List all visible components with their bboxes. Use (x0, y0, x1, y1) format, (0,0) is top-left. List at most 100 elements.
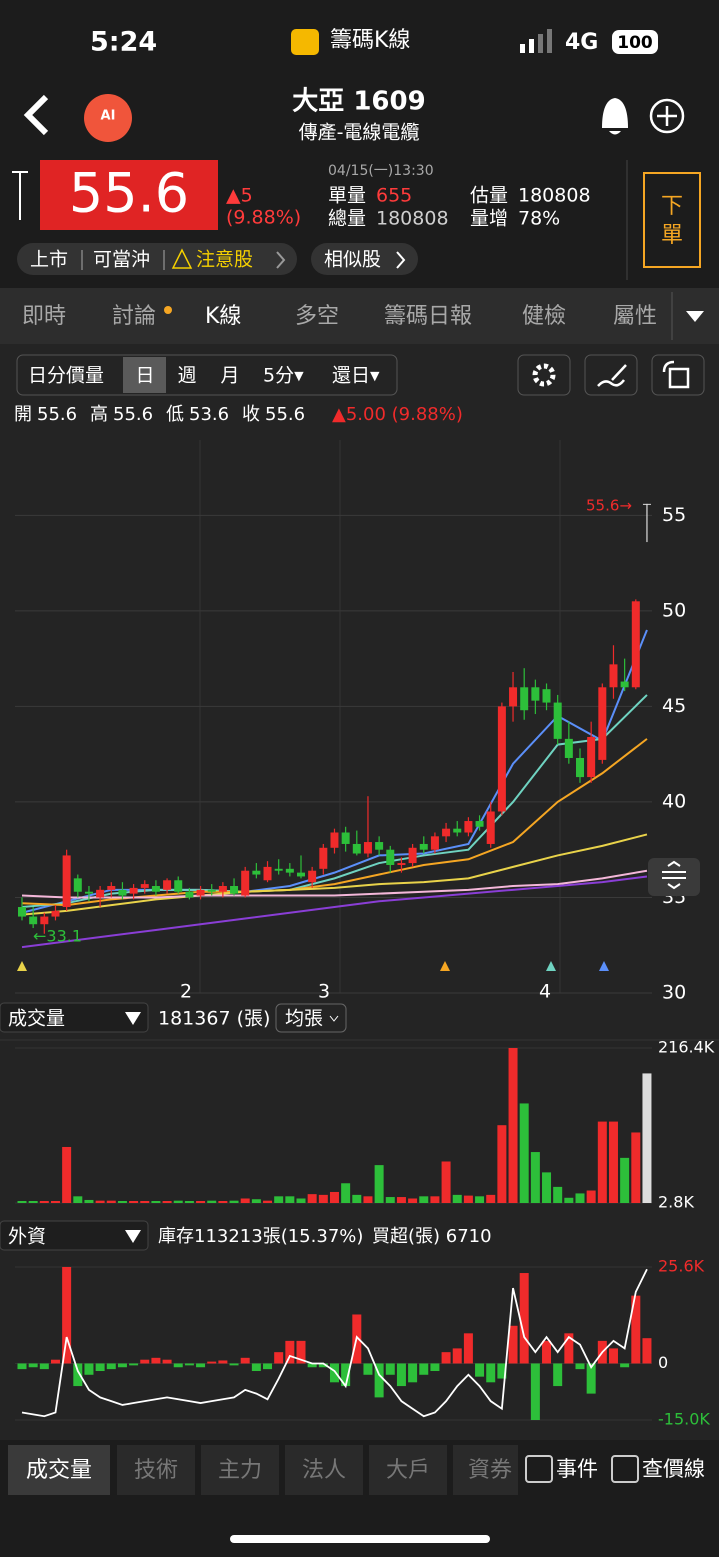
draw-button[interactable] (584, 354, 638, 396)
candle-body (297, 872, 305, 877)
tab[interactable]: 多空 (295, 304, 339, 329)
warning-icon (171, 248, 193, 269)
net-buy-bar (95, 1363, 105, 1372)
inventory-line (21, 1268, 648, 1418)
bottom-tab[interactable] (369, 1445, 447, 1495)
candle-body (330, 832, 339, 848)
stock-sector: 傳產-電線電纜 (299, 122, 420, 144)
net-buy-bar (463, 1333, 473, 1364)
period[interactable]: 5分▾ (263, 365, 304, 387)
settings-button[interactable] (517, 354, 571, 396)
volume-bar (341, 1183, 351, 1203)
bottom-tab[interactable] (285, 1445, 363, 1495)
tag: 上市 (30, 249, 68, 271)
ai-icon[interactable] (84, 94, 132, 142)
tag-pill[interactable] (17, 243, 297, 275)
volume-bar (140, 1201, 150, 1203)
bottom-tab[interactable] (117, 1445, 195, 1495)
net-buy-bar (28, 1363, 38, 1368)
volume-bar (430, 1196, 440, 1203)
candle-body (341, 832, 350, 844)
candle-body (453, 828, 462, 833)
tab-active[interactable]: K線 (205, 304, 241, 329)
back-button[interactable] (23, 94, 49, 136)
net-buy-bar (207, 1361, 217, 1364)
dropdown-arrow (125, 1230, 141, 1243)
order-button-text: 下 (661, 194, 683, 219)
inventory: 庫存113213張(15.37%) (158, 1226, 363, 1247)
bottom-tab[interactable] (201, 1445, 279, 1495)
volume-bar (251, 1199, 261, 1203)
bottom-tab[interactable] (453, 1445, 518, 1495)
indicator-name: 成交量 (8, 1008, 65, 1030)
home-area (0, 1500, 719, 1557)
candle-body (564, 738, 573, 758)
period[interactable]: 週 (177, 365, 196, 387)
tab[interactable]: 屬性 (613, 304, 657, 329)
candle-body (576, 757, 584, 778)
gear-icon (532, 363, 556, 387)
order-button-text: 單 (661, 223, 683, 248)
volume-bar (374, 1165, 384, 1203)
field-value: 78% (518, 208, 560, 230)
indicator-select[interactable] (0, 1002, 149, 1033)
y-tick-label: 50 (662, 599, 686, 621)
bottom-tab-active[interactable] (8, 1445, 110, 1495)
event-marker (440, 961, 450, 971)
net-buy-bar (62, 1267, 72, 1364)
candle-body (151, 886, 160, 892)
period[interactable]: 日 (135, 365, 154, 387)
indicator-select[interactable] (0, 1220, 149, 1251)
moving-average (21, 875, 648, 949)
similar-pill[interactable] (311, 243, 418, 275)
tab-more[interactable] (686, 311, 704, 322)
average-label: 均張 (285, 1008, 323, 1030)
checkbox[interactable] (611, 1455, 639, 1483)
tab[interactable]: 籌碼日報 (384, 304, 472, 329)
candle-body (163, 880, 172, 890)
net-buy-bar (396, 1363, 406, 1387)
order-button[interactable] (643, 172, 701, 268)
candle-body (642, 503, 651, 505)
field-label: 單量 (328, 185, 366, 207)
split-handle-icon (662, 860, 686, 890)
tab[interactable]: 即時 (22, 304, 66, 329)
net-buy-bar (274, 1352, 284, 1364)
date-label: 2 (180, 981, 192, 1003)
net-buy-bar (151, 1357, 161, 1364)
bottom-tab-label: 技術 (134, 1458, 178, 1483)
net-buy-bar (608, 1348, 618, 1364)
chevron (329, 1015, 339, 1022)
bottom-tab-label: 大戶 (386, 1458, 430, 1483)
candle-body (285, 868, 294, 873)
candle-body (185, 891, 194, 898)
tab-bar (0, 288, 719, 344)
volume-bar (586, 1190, 596, 1203)
tag: 可當沖 (93, 249, 150, 271)
net-buy-bar (363, 1363, 373, 1375)
net-buy-bar (419, 1363, 429, 1375)
period[interactable]: 日分價量 (28, 365, 104, 387)
period[interactable]: 月 (220, 365, 239, 387)
volume-bar (553, 1186, 563, 1203)
checkbox[interactable] (525, 1455, 553, 1483)
volume-bar (274, 1196, 284, 1203)
bell-icon[interactable] (602, 98, 628, 135)
period-active (123, 357, 166, 393)
volume-bar (530, 1152, 540, 1203)
net-buy-bar (519, 1273, 529, 1364)
candle-body (118, 889, 127, 896)
period[interactable]: 還日▾ (332, 365, 380, 387)
volume-bar (229, 1200, 239, 1203)
volume-bar (318, 1194, 328, 1203)
moving-average (21, 629, 648, 914)
add-icon[interactable] (649, 98, 685, 134)
tab[interactable]: 討論 (112, 304, 156, 329)
net-buy-bar (542, 1340, 552, 1364)
volume-bar (162, 1201, 172, 1203)
rotate-button[interactable] (651, 354, 705, 396)
tab[interactable]: 健檢 (522, 304, 566, 329)
ohlc-value: 55.6 (265, 404, 305, 425)
signal (520, 44, 525, 53)
average-button[interactable] (275, 1003, 347, 1033)
